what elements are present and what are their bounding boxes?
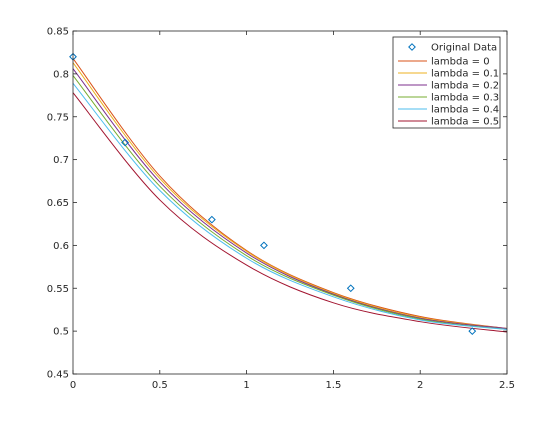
x-tick-label: 0 — [70, 380, 76, 391]
legend-label-lambda-0: lambda = 0 — [431, 57, 490, 68]
x-tick-label: 0.5 — [152, 380, 168, 391]
legend-marker-original-data — [408, 43, 416, 51]
y-tick-label: 0.75 — [47, 112, 69, 123]
y-tick-label: 0.8 — [53, 69, 69, 80]
series-line-lambda-0 — [72, 58, 508, 330]
data-point-marker — [468, 327, 477, 336]
data-point-marker — [260, 241, 268, 250]
series-line-lambda-3 — [72, 75, 508, 330]
x-tick-label: 2 — [417, 380, 423, 391]
y-tick-label: 0.65 — [47, 198, 69, 209]
x-tick-label: 1 — [243, 380, 249, 391]
legend-label-lambda-4: lambda = 0.4 — [431, 105, 499, 116]
x-tick-label: 1.5 — [325, 380, 341, 391]
y-tick-label: 0.5 — [53, 327, 69, 338]
y-tick-label: 0.6 — [53, 241, 69, 252]
legend-label-original-data: Original Data — [431, 43, 497, 54]
series-line-lambda-4 — [72, 82, 508, 330]
ticks-group: 0 0.5 1 1.5 2 2.5 0.45 0.5 0.55 0.6 0.65 0.7 0.75 0.8… — [47, 27, 515, 392]
y-tick-label: 0.45 — [47, 370, 69, 381]
legend-box — [392, 36, 501, 129]
y-tick-label: 0.7 — [53, 155, 69, 166]
series-line-lambda-1 — [72, 62, 508, 330]
y-tick-label: 0.85 — [47, 27, 69, 38]
data-point-marker — [121, 138, 129, 147]
legend-label-lambda-5: lambda = 0.5 — [431, 117, 499, 128]
series-line-lambda-5 — [72, 92, 508, 333]
legend-label-lambda-2: lambda = 0.2 — [431, 81, 499, 92]
legend-label-lambda-3: lambda = 0.3 — [431, 93, 499, 104]
series-line-lambda-2 — [72, 68, 508, 330]
x-tick-label: 2.5 — [499, 380, 515, 391]
data-point-marker — [207, 215, 216, 224]
y-tick-label: 0.55 — [47, 284, 69, 295]
curves-group — [72, 58, 508, 333]
legend-label-lambda-1: lambda = 0.1 — [431, 69, 499, 80]
data-point-marker — [346, 284, 355, 293]
